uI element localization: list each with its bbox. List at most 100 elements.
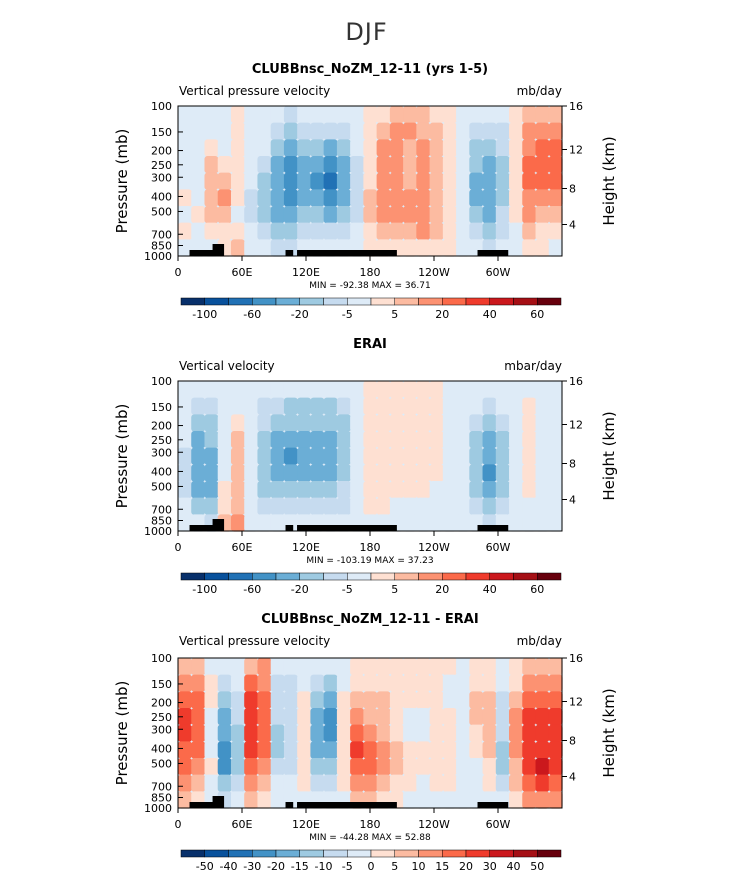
contour-cell <box>442 222 457 240</box>
contour-cell <box>363 122 378 140</box>
contour-cell <box>509 381 523 399</box>
contour-cell <box>310 658 325 676</box>
contour-cell <box>204 189 219 207</box>
colorbar-swatch <box>228 572 253 581</box>
contour-cell <box>376 724 391 742</box>
contour-cell <box>191 172 206 190</box>
contour-cell <box>244 172 259 190</box>
land-bar <box>212 796 225 808</box>
contour-cell <box>230 239 245 257</box>
contour-cell <box>469 189 484 207</box>
contour-cell <box>376 172 391 190</box>
contour-cell <box>522 156 537 174</box>
contour-cell <box>416 414 431 432</box>
contour-cell <box>217 172 232 190</box>
contour-cell <box>535 658 550 676</box>
height-axis: 16 12 8 4 <box>569 100 583 232</box>
colorbar: -50 -40 -30 -20 -15 -10 -5 0 5 10 15 20 … <box>180 849 562 872</box>
contour-cell <box>535 139 550 157</box>
contour-cell <box>336 497 351 515</box>
colorbar-swatch <box>204 572 229 581</box>
contour-cell <box>442 708 457 726</box>
panel-reanalysis: ERAI Vertical velocity mbar/day 100 150 … <box>113 337 618 596</box>
contour-cell <box>336 708 351 726</box>
longitude-tick: 180 <box>360 541 381 554</box>
contour-cell <box>350 206 364 224</box>
contour-cell <box>403 791 417 809</box>
contour-cell <box>389 122 404 140</box>
contour-cell <box>297 741 312 759</box>
contour-cell <box>376 106 391 124</box>
colorbar-label: -20 <box>267 860 285 872</box>
contour-cell <box>403 139 417 157</box>
contour-cell <box>442 691 457 709</box>
contour-cell <box>257 414 272 432</box>
contour-cell <box>403 497 417 515</box>
colorbar-swatch <box>370 849 395 858</box>
contour-cell <box>442 774 457 792</box>
contour-cell <box>350 397 364 415</box>
contour-cell <box>310 106 325 124</box>
contour-cell <box>416 189 431 207</box>
contour-cell <box>230 106 245 124</box>
longitude-tick: 120E <box>292 818 320 831</box>
contour-cell <box>217 189 232 207</box>
contour-cell <box>257 708 272 726</box>
contour-cell <box>403 774 417 792</box>
contour-cell <box>469 724 484 742</box>
contour-cell <box>482 481 497 499</box>
pressure-tick: 300 <box>151 446 172 459</box>
land-bar <box>285 802 294 808</box>
contour-cell <box>509 239 523 257</box>
min-max-stats: MIN = -92.38 MAX = 36.71 <box>309 281 430 291</box>
contour-cell <box>403 397 417 415</box>
contour-cell <box>230 658 245 676</box>
contour-cell <box>283 397 298 415</box>
contour-cell <box>548 691 563 709</box>
pressure-tick: 100 <box>151 375 172 388</box>
contour-cell <box>429 239 444 257</box>
contour-cell <box>257 514 272 532</box>
contour-cell <box>191 708 206 726</box>
contour-cell <box>469 497 484 515</box>
contour-cell <box>535 397 550 415</box>
contour-cell <box>509 741 523 759</box>
colorbar-swatch <box>489 849 514 858</box>
contour-cell <box>257 397 272 415</box>
contour-cell <box>429 497 444 515</box>
contour-cell <box>429 708 444 726</box>
contour-cell <box>442 414 457 432</box>
contour-cell <box>456 724 470 742</box>
contour-cell <box>297 431 312 449</box>
contour-cell <box>442 791 457 809</box>
height-tick: 16 <box>569 375 583 388</box>
contour-cell <box>389 431 404 449</box>
contour-cell <box>389 206 404 224</box>
contour-cell <box>522 724 537 742</box>
contour-cell <box>270 691 285 709</box>
contour-cell <box>376 464 391 482</box>
contour-cell <box>244 139 259 157</box>
contour-cell <box>310 464 325 482</box>
colorbar-swatch <box>442 849 467 858</box>
contour-cell <box>548 708 563 726</box>
contour-cell <box>482 724 497 742</box>
contour-cell <box>270 414 285 432</box>
colorbar-swatch <box>347 572 372 581</box>
contour-cell <box>429 381 444 399</box>
contour-cell <box>429 758 444 776</box>
contour-cell <box>403 481 417 499</box>
contour-cell <box>297 464 312 482</box>
contour-cell <box>389 189 404 207</box>
contour-cell <box>270 222 285 240</box>
colorbar-swatch <box>275 297 300 306</box>
contour-cell <box>363 691 378 709</box>
contour-cell <box>548 514 563 532</box>
contour-cell <box>310 741 325 759</box>
contour-cell <box>416 724 431 742</box>
contour-cell <box>257 122 272 140</box>
contour-cell <box>283 206 298 224</box>
contour-cell <box>522 791 537 809</box>
pressure-tick: 250 <box>151 159 172 172</box>
pressure-tick: 100 <box>151 652 172 665</box>
